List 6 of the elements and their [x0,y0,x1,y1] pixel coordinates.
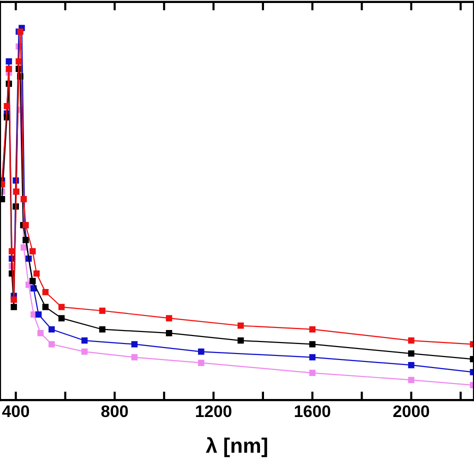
x-axis-title: λ [nm] [206,437,268,458]
x-tick-label: 1600 [294,405,330,418]
x-tick-label: 800 [101,405,128,418]
x-tick-label: 400 [2,405,30,418]
x-tick-label: 1200 [196,405,232,418]
x-tick-label: 2000 [393,405,430,418]
